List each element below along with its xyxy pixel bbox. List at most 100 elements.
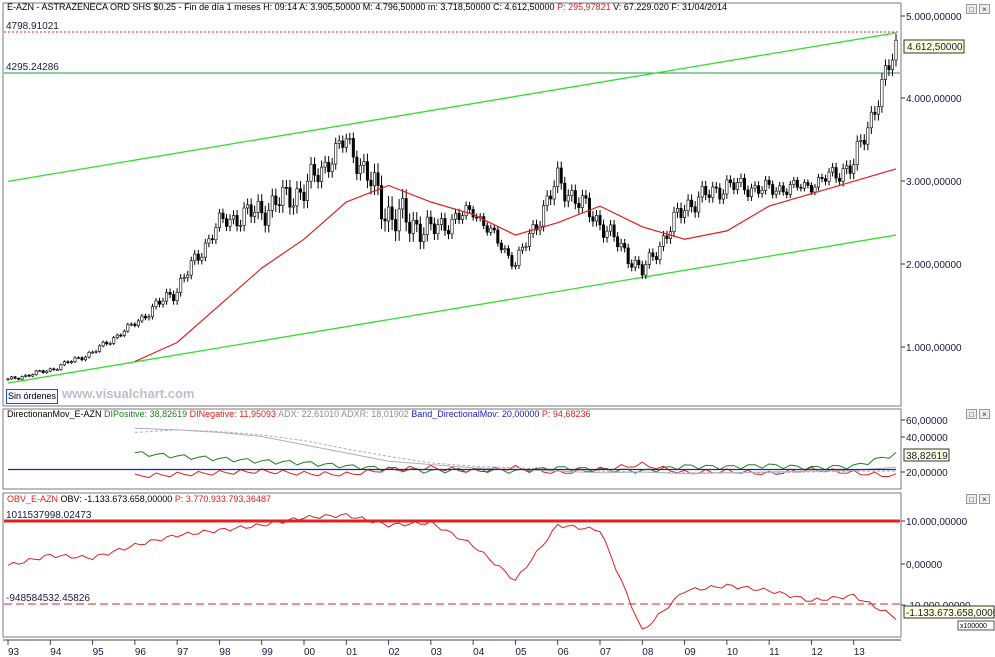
candle-body (556, 167, 560, 187)
candle-body (84, 356, 88, 361)
obv-y-axis: 10.000,00000 0,00000 -10.000,00000 (901, 517, 971, 612)
candle-body (242, 207, 246, 226)
candle-body (461, 215, 465, 220)
green-level-label: 4295.24286 (6, 62, 59, 73)
candle-body (704, 185, 708, 196)
candle-body (62, 361, 66, 366)
x-tick-label: 99 (262, 647, 274, 657)
candle-body (591, 216, 595, 222)
x-tick-label: 05 (515, 647, 527, 657)
candle-body (436, 224, 440, 235)
x-tick-label: 04 (473, 647, 485, 657)
dmi-panel-maximize-button[interactable]: □ (966, 409, 977, 419)
candle-body (351, 138, 355, 158)
candle-body (38, 370, 42, 373)
candle-body (517, 249, 521, 266)
candle-body (20, 376, 24, 380)
obv-current-box (903, 605, 995, 619)
candle-body (239, 225, 243, 227)
candle-body (602, 224, 606, 238)
candle-body (168, 291, 172, 295)
candle-body (654, 256, 658, 260)
candle-body (852, 164, 856, 174)
candle-body (10, 376, 14, 380)
candle-body (284, 187, 288, 189)
x-tick-label: 02 (389, 647, 401, 657)
candle-body (520, 246, 524, 251)
candle-body (48, 368, 52, 372)
candle-body (880, 79, 884, 107)
candle-body (531, 224, 535, 234)
candle-body (718, 187, 722, 200)
candle-body (633, 259, 637, 268)
candle-body (767, 179, 771, 185)
x-tick-label: 01 (346, 647, 358, 657)
candle-body (764, 179, 768, 191)
candle-body (665, 235, 669, 239)
candle-body (31, 374, 35, 377)
candle-body (721, 193, 725, 200)
candle-body (492, 227, 496, 231)
price-panel-maximize-button[interactable]: □ (966, 4, 977, 14)
candle-body (725, 179, 729, 195)
x-tick-label: 13 (854, 647, 866, 657)
candle-body (129, 323, 133, 326)
sin-ordenes-button[interactable]: Sin órdenes (6, 389, 58, 404)
candle-body (98, 345, 102, 352)
x-tick-label: 12 (811, 647, 823, 657)
x-tick-label: 95 (93, 647, 105, 657)
candle-body (179, 277, 183, 293)
price-y-tick: 3.000,00000 (906, 177, 962, 188)
obv-panel-maximize-button[interactable]: □ (966, 494, 977, 504)
current-price-label: 4.612,50000 (907, 42, 963, 53)
x-tick-label: 07 (600, 647, 612, 657)
candle-body (778, 185, 782, 192)
candle-body (203, 242, 207, 258)
candle-body (742, 177, 746, 191)
candle-body (34, 370, 38, 375)
dmi-y-tick: 20,00000 (906, 468, 948, 479)
candle-body (161, 300, 165, 305)
candle-body (746, 189, 750, 197)
candle-body (619, 243, 623, 248)
candle-body (267, 209, 271, 226)
candle-body (302, 191, 306, 202)
candle-body (224, 218, 228, 227)
candle-body (785, 191, 789, 195)
candle-body (623, 243, 627, 249)
obv-panel-close-button[interactable]: × (979, 494, 990, 504)
price-y-tick: 4.000,00000 (906, 94, 962, 105)
price-y-tick: 5.000,00000 (906, 12, 962, 23)
candle-body (774, 190, 778, 195)
candle-body (862, 139, 866, 145)
candle-body (549, 195, 553, 200)
obv-current-label: -1.133.673.658,00000 (906, 608, 995, 619)
candle-body (454, 212, 458, 220)
candle-body (594, 215, 598, 222)
candle-body (119, 334, 123, 337)
dmi-panel-close-button[interactable]: × (979, 409, 990, 419)
candle-body (316, 174, 320, 182)
candle-body (291, 205, 295, 208)
price-panel-close-button[interactable]: × (979, 4, 990, 14)
candle-body (221, 212, 225, 219)
candle-body (277, 204, 281, 206)
x-tick-label: 97 (177, 647, 189, 657)
candle-body (358, 165, 362, 174)
candle-body (270, 195, 274, 211)
candle-body (309, 164, 313, 182)
obv-y-tick: 10.000,00000 (906, 517, 968, 528)
candle-body (676, 208, 680, 213)
candle-body (672, 211, 676, 232)
candle-body (573, 190, 577, 204)
dmi-current-box (903, 448, 950, 462)
candle-body (59, 364, 63, 370)
current-price-box (903, 39, 965, 54)
candle-body (616, 236, 620, 248)
candle-body (471, 209, 475, 218)
dmi-series-layer (8, 427, 897, 479)
candle-body (485, 225, 489, 233)
candle-body (196, 253, 200, 261)
x-tick-label: 03 (431, 647, 443, 657)
candle-body (781, 185, 785, 193)
